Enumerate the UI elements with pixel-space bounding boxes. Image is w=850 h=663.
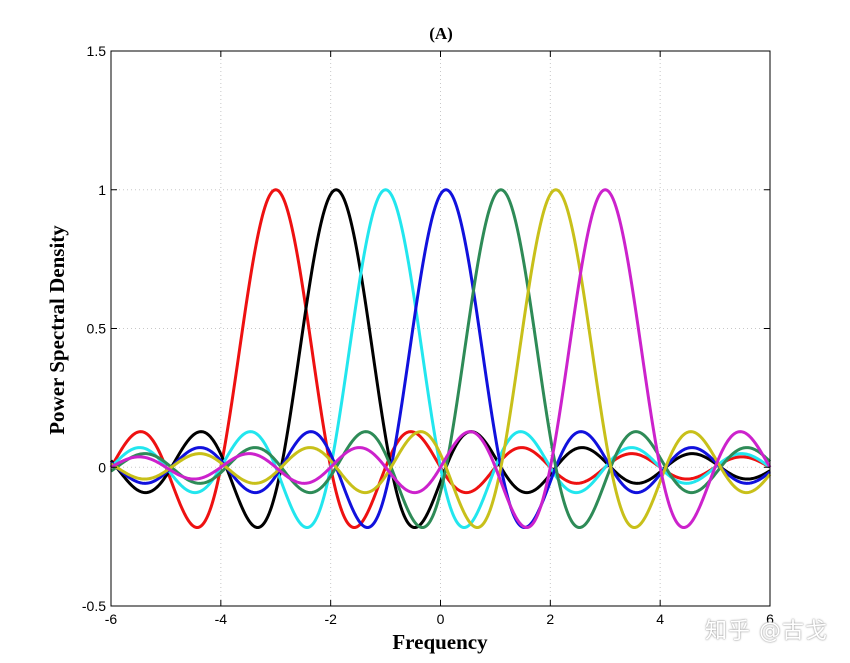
y-tick-label: 0.5 — [87, 321, 107, 337]
y-tick-label: -0.5 — [82, 598, 106, 614]
x-tick-label: -2 — [324, 611, 337, 627]
x-tick-label: -4 — [215, 611, 228, 627]
watermark: 知乎 @古戈 — [705, 619, 828, 644]
ticks: -6 -4 -2 0 2 4 6 -0.5 0 0.5 1 1.5 — [82, 43, 774, 627]
x-tick-label: 4 — [656, 611, 664, 627]
y-tick-label: 1.5 — [87, 43, 107, 59]
plot-area — [109, 188, 772, 529]
series-line-6 — [110, 188, 772, 529]
x-tick-label: 0 — [437, 611, 445, 627]
chart-title: (A) — [429, 24, 453, 43]
x-tick-label: 6 — [766, 611, 774, 627]
series-line-7 — [110, 188, 772, 529]
x-axis-label: Frequency — [392, 630, 488, 654]
grid — [111, 51, 770, 606]
y-tick-label: 1 — [98, 182, 106, 198]
x-tick-label: 2 — [546, 611, 554, 627]
x-tick-label: -6 — [105, 611, 118, 627]
y-axis-label: Power Spectral Density — [45, 225, 69, 435]
y-tick-label: 0 — [98, 459, 106, 475]
series-line-5 — [110, 188, 772, 529]
